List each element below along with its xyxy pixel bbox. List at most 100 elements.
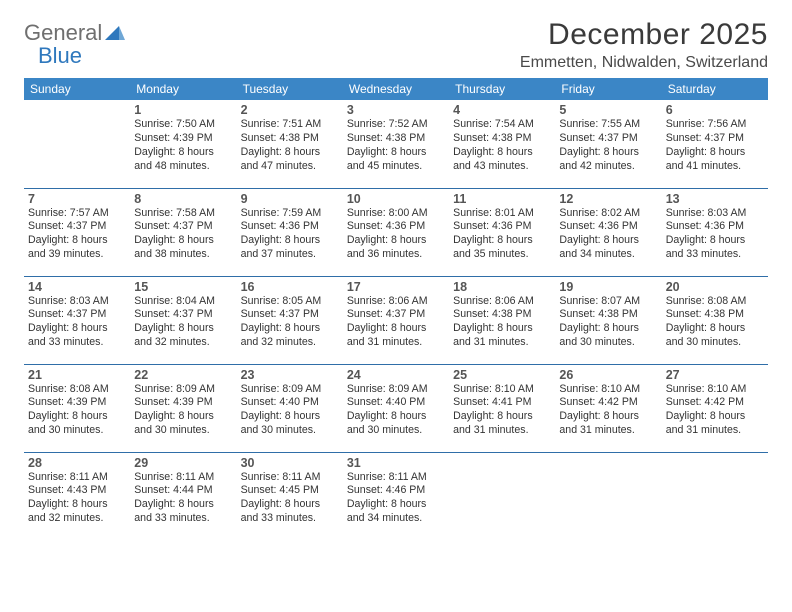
calendar-cell: 20Sunrise: 8:08 AMSunset: 4:38 PMDayligh… <box>662 276 768 364</box>
calendar-cell: 3Sunrise: 7:52 AMSunset: 4:38 PMDaylight… <box>343 100 449 188</box>
sunset-line: Sunset: 4:40 PM <box>241 396 339 410</box>
sunrise-line: Sunrise: 8:11 AM <box>241 471 339 485</box>
day-details: Sunrise: 8:06 AMSunset: 4:38 PMDaylight:… <box>453 295 551 351</box>
daylight-line: Daylight: 8 hours and 30 minutes. <box>134 410 232 438</box>
sunrise-line: Sunrise: 8:11 AM <box>134 471 232 485</box>
daylight-line: Daylight: 8 hours and 34 minutes. <box>347 498 445 526</box>
calendar-cell: 16Sunrise: 8:05 AMSunset: 4:37 PMDayligh… <box>237 276 343 364</box>
sunset-line: Sunset: 4:37 PM <box>134 308 232 322</box>
day-header-row: Sunday Monday Tuesday Wednesday Thursday… <box>24 78 768 100</box>
brand-word-2: Blue <box>38 43 82 68</box>
day-number: 12 <box>559 192 657 206</box>
day-details: Sunrise: 8:10 AMSunset: 4:42 PMDaylight:… <box>666 383 764 439</box>
sunset-line: Sunset: 4:37 PM <box>134 220 232 234</box>
sunset-line: Sunset: 4:38 PM <box>559 308 657 322</box>
day-details: Sunrise: 7:59 AMSunset: 4:36 PMDaylight:… <box>241 207 339 263</box>
day-number: 28 <box>28 456 126 470</box>
day-details: Sunrise: 7:56 AMSunset: 4:37 PMDaylight:… <box>666 118 764 174</box>
sunrise-line: Sunrise: 8:11 AM <box>28 471 126 485</box>
daylight-line: Daylight: 8 hours and 31 minutes. <box>559 410 657 438</box>
day-details: Sunrise: 8:09 AMSunset: 4:40 PMDaylight:… <box>241 383 339 439</box>
sunrise-line: Sunrise: 7:50 AM <box>134 118 232 132</box>
day-number: 18 <box>453 280 551 294</box>
sunrise-line: Sunrise: 8:08 AM <box>666 295 764 309</box>
title-block: December 2025 Emmetten, Nidwalden, Switz… <box>520 18 768 72</box>
day-number: 3 <box>347 103 445 117</box>
daylight-line: Daylight: 8 hours and 33 minutes. <box>666 234 764 262</box>
month-title: December 2025 <box>520 18 768 52</box>
sunset-line: Sunset: 4:37 PM <box>28 308 126 322</box>
daylight-line: Daylight: 8 hours and 36 minutes. <box>347 234 445 262</box>
day-number: 22 <box>134 368 232 382</box>
calendar-cell: 12Sunrise: 8:02 AMSunset: 4:36 PMDayligh… <box>555 188 661 276</box>
calendar-cell: 8Sunrise: 7:58 AMSunset: 4:37 PMDaylight… <box>130 188 236 276</box>
daylight-line: Daylight: 8 hours and 43 minutes. <box>453 146 551 174</box>
daylight-line: Daylight: 8 hours and 42 minutes. <box>559 146 657 174</box>
calendar-cell: 18Sunrise: 8:06 AMSunset: 4:38 PMDayligh… <box>449 276 555 364</box>
day-number: 29 <box>134 456 232 470</box>
daylight-line: Daylight: 8 hours and 31 minutes. <box>347 322 445 350</box>
sunset-line: Sunset: 4:40 PM <box>347 396 445 410</box>
calendar-cell <box>24 100 130 188</box>
sunset-line: Sunset: 4:41 PM <box>453 396 551 410</box>
daylight-line: Daylight: 8 hours and 33 minutes. <box>28 322 126 350</box>
calendar-cell: 6Sunrise: 7:56 AMSunset: 4:37 PMDaylight… <box>662 100 768 188</box>
day-details: Sunrise: 8:03 AMSunset: 4:37 PMDaylight:… <box>28 295 126 351</box>
daylight-line: Daylight: 8 hours and 34 minutes. <box>559 234 657 262</box>
day-number: 24 <box>347 368 445 382</box>
daylight-line: Daylight: 8 hours and 32 minutes. <box>241 322 339 350</box>
calendar-cell: 1Sunrise: 7:50 AMSunset: 4:39 PMDaylight… <box>130 100 236 188</box>
day-details: Sunrise: 8:10 AMSunset: 4:42 PMDaylight:… <box>559 383 657 439</box>
calendar-cell: 30Sunrise: 8:11 AMSunset: 4:45 PMDayligh… <box>237 452 343 540</box>
daylight-line: Daylight: 8 hours and 38 minutes. <box>134 234 232 262</box>
day-details: Sunrise: 8:08 AMSunset: 4:39 PMDaylight:… <box>28 383 126 439</box>
calendar-week-row: 14Sunrise: 8:03 AMSunset: 4:37 PMDayligh… <box>24 276 768 364</box>
calendar-cell: 14Sunrise: 8:03 AMSunset: 4:37 PMDayligh… <box>24 276 130 364</box>
daylight-line: Daylight: 8 hours and 41 minutes. <box>666 146 764 174</box>
daylight-line: Daylight: 8 hours and 45 minutes. <box>347 146 445 174</box>
day-details: Sunrise: 7:57 AMSunset: 4:37 PMDaylight:… <box>28 207 126 263</box>
sunset-line: Sunset: 4:45 PM <box>241 484 339 498</box>
sunrise-line: Sunrise: 7:58 AM <box>134 207 232 221</box>
calendar-cell: 11Sunrise: 8:01 AMSunset: 4:36 PMDayligh… <box>449 188 555 276</box>
calendar-week-row: 7Sunrise: 7:57 AMSunset: 4:37 PMDaylight… <box>24 188 768 276</box>
sunrise-line: Sunrise: 8:10 AM <box>559 383 657 397</box>
sunrise-line: Sunrise: 8:09 AM <box>134 383 232 397</box>
calendar-cell <box>662 452 768 540</box>
day-header: Monday <box>130 78 236 100</box>
sunset-line: Sunset: 4:38 PM <box>241 132 339 146</box>
daylight-line: Daylight: 8 hours and 33 minutes. <box>241 498 339 526</box>
sunrise-line: Sunrise: 8:09 AM <box>241 383 339 397</box>
day-details: Sunrise: 8:11 AMSunset: 4:45 PMDaylight:… <box>241 471 339 527</box>
day-number: 14 <box>28 280 126 294</box>
day-details: Sunrise: 8:00 AMSunset: 4:36 PMDaylight:… <box>347 207 445 263</box>
calendar-cell: 15Sunrise: 8:04 AMSunset: 4:37 PMDayligh… <box>130 276 236 364</box>
daylight-line: Daylight: 8 hours and 30 minutes. <box>347 410 445 438</box>
calendar-cell: 13Sunrise: 8:03 AMSunset: 4:36 PMDayligh… <box>662 188 768 276</box>
day-details: Sunrise: 7:52 AMSunset: 4:38 PMDaylight:… <box>347 118 445 174</box>
calendar-cell: 29Sunrise: 8:11 AMSunset: 4:44 PMDayligh… <box>130 452 236 540</box>
calendar-cell: 31Sunrise: 8:11 AMSunset: 4:46 PMDayligh… <box>343 452 449 540</box>
daylight-line: Daylight: 8 hours and 30 minutes. <box>28 410 126 438</box>
day-number: 10 <box>347 192 445 206</box>
calendar-cell: 5Sunrise: 7:55 AMSunset: 4:37 PMDaylight… <box>555 100 661 188</box>
sunrise-line: Sunrise: 7:55 AM <box>559 118 657 132</box>
calendar-cell: 28Sunrise: 8:11 AMSunset: 4:43 PMDayligh… <box>24 452 130 540</box>
sunrise-line: Sunrise: 8:02 AM <box>559 207 657 221</box>
sunrise-line: Sunrise: 8:08 AM <box>28 383 126 397</box>
calendar-cell <box>449 452 555 540</box>
day-number: 19 <box>559 280 657 294</box>
day-number: 6 <box>666 103 764 117</box>
day-number: 9 <box>241 192 339 206</box>
calendar-cell: 22Sunrise: 8:09 AMSunset: 4:39 PMDayligh… <box>130 364 236 452</box>
calendar-week-row: 21Sunrise: 8:08 AMSunset: 4:39 PMDayligh… <box>24 364 768 452</box>
sunrise-line: Sunrise: 8:10 AM <box>666 383 764 397</box>
sunset-line: Sunset: 4:38 PM <box>453 132 551 146</box>
calendar-cell <box>555 452 661 540</box>
day-header: Saturday <box>662 78 768 100</box>
sunset-line: Sunset: 4:37 PM <box>347 308 445 322</box>
sunrise-line: Sunrise: 8:06 AM <box>453 295 551 309</box>
brand-mark-icon <box>105 24 125 45</box>
day-details: Sunrise: 8:03 AMSunset: 4:36 PMDaylight:… <box>666 207 764 263</box>
sunrise-line: Sunrise: 8:07 AM <box>559 295 657 309</box>
